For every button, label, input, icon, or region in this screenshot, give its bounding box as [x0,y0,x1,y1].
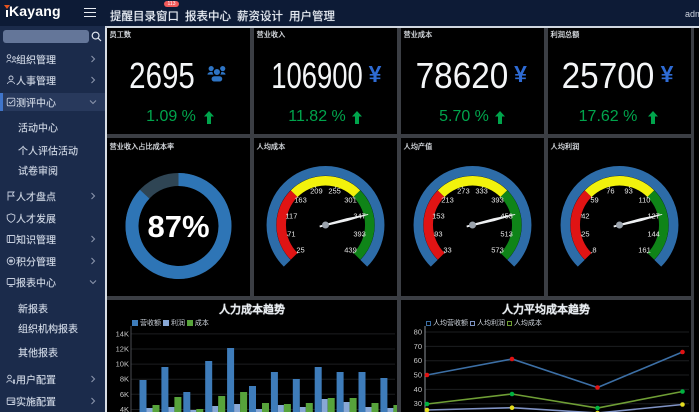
svg-text:273: 273 [457,187,470,196]
svg-text:40: 40 [414,385,422,394]
svg-text:70: 70 [414,342,422,351]
svg-text:573: 573 [491,246,504,255]
svg-text:14K: 14K [116,329,129,338]
svg-text:144: 144 [647,230,660,239]
svg-text:25: 25 [296,246,304,255]
svg-text:393: 393 [353,230,366,239]
svg-text:301: 301 [344,196,357,205]
svg-text:117: 117 [285,212,297,221]
svg-text:12K: 12K [116,345,129,354]
svg-text:513: 513 [500,230,513,239]
svg-text:163: 163 [294,196,307,205]
svg-text:60: 60 [414,356,422,365]
svg-text:42: 42 [581,212,589,221]
svg-text:87%: 87% [147,209,209,244]
svg-text:255: 255 [328,187,341,196]
svg-text:80: 80 [414,328,422,337]
svg-text:209: 209 [310,187,323,196]
svg-text:93: 93 [434,230,442,239]
svg-text:8K: 8K [120,375,129,384]
svg-text:10K: 10K [116,360,129,369]
svg-text:153: 153 [432,212,445,221]
svg-text:25: 25 [581,230,589,239]
svg-text:59: 59 [590,196,598,205]
svg-text:33: 33 [443,246,451,255]
svg-text:213: 213 [441,196,454,205]
svg-text:93: 93 [624,187,632,196]
svg-text:110: 110 [639,196,651,205]
svg-text:50: 50 [414,371,422,380]
svg-text:333: 333 [475,187,488,196]
svg-text:71: 71 [287,230,295,239]
svg-text:30: 30 [414,399,422,408]
svg-text:393: 393 [491,196,504,205]
svg-text:8: 8 [592,246,596,255]
svg-text:439: 439 [344,246,357,255]
svg-text:6K: 6K [120,390,129,399]
svg-text:76: 76 [606,187,614,196]
svg-text:161: 161 [638,246,651,255]
svg-text:4K: 4K [120,405,129,412]
